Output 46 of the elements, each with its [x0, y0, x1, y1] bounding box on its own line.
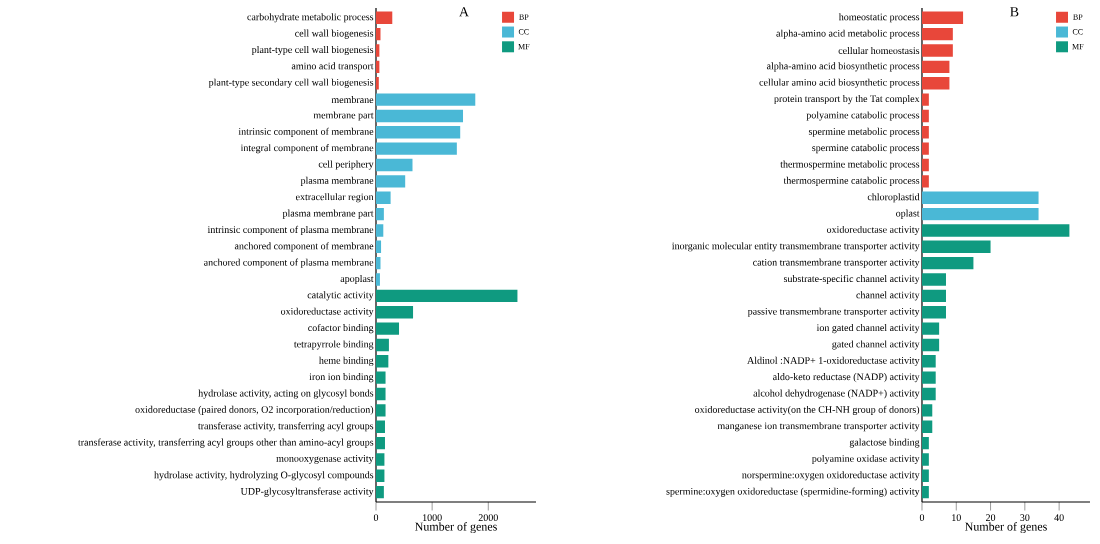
bar	[921, 453, 929, 466]
bar	[921, 404, 933, 417]
bar	[376, 224, 384, 237]
bar	[376, 404, 386, 417]
bar	[376, 469, 385, 483]
bar	[921, 469, 929, 483]
bar	[376, 93, 476, 106]
bar	[921, 338, 940, 352]
bar	[921, 60, 950, 74]
bar	[921, 27, 953, 41]
bar	[376, 453, 385, 466]
bar	[921, 485, 929, 499]
bar	[921, 109, 929, 123]
bar	[376, 289, 518, 303]
bar	[921, 207, 1039, 221]
bar	[921, 387, 936, 401]
bar	[921, 93, 929, 106]
bar	[921, 420, 933, 433]
bar	[376, 191, 391, 204]
bar	[376, 387, 386, 401]
bar	[921, 44, 953, 57]
bar	[921, 322, 940, 335]
bar	[921, 289, 946, 303]
bar	[376, 485, 384, 499]
bar	[376, 436, 385, 450]
bar	[921, 11, 964, 24]
bar	[376, 420, 385, 433]
bar	[921, 158, 929, 172]
bar	[921, 436, 929, 450]
bar	[921, 240, 991, 253]
bar	[376, 240, 382, 253]
bar	[376, 306, 414, 319]
bar	[376, 338, 389, 352]
bar	[376, 109, 464, 123]
bar	[921, 224, 1070, 237]
bar	[921, 273, 946, 286]
bar	[921, 175, 929, 188]
bar	[921, 256, 974, 270]
bar	[376, 11, 393, 24]
bar	[376, 322, 400, 335]
bar	[376, 158, 413, 172]
bar	[921, 77, 950, 90]
bar	[921, 191, 1039, 204]
bar	[376, 175, 406, 188]
bar	[376, 207, 384, 221]
bar	[921, 306, 946, 319]
